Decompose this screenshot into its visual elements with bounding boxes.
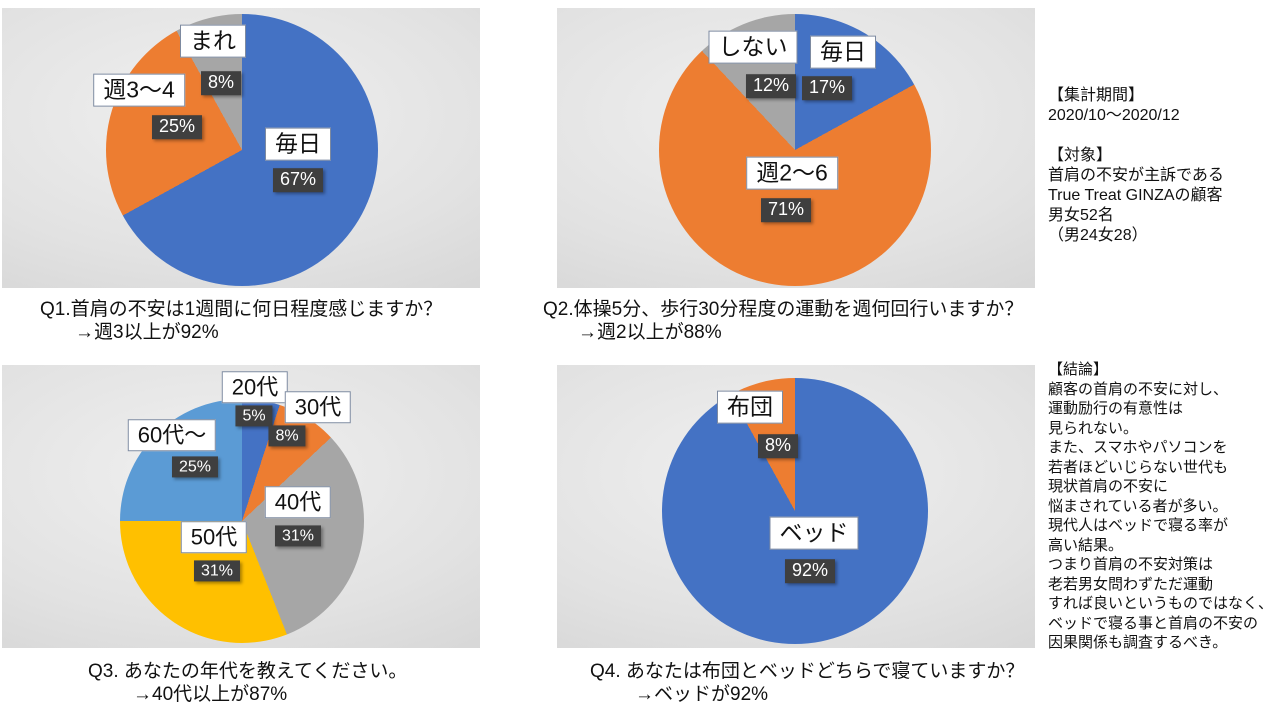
note-line: すれば良いというものではなく、	[1048, 595, 1274, 612]
pie-percent-label: 92%	[784, 559, 836, 583]
note-line: 悩まされている者が多い。	[1048, 497, 1228, 515]
chart-caption-q3: Q3. あなたの年代を教えてください。 →40代以上が87%	[88, 660, 407, 706]
note-line: 老若男女問わずただ運動	[1048, 575, 1214, 593]
note-line: 男女52名	[1048, 207, 1114, 224]
chart-caption-q1: Q1.首肩の不安は1週間に何日程度感じますか？ →週3以上が92%	[40, 298, 442, 344]
pie-category-label: 60代〜	[127, 419, 217, 451]
caption-answer-summary: →週2以上が88%	[578, 322, 722, 343]
note-line: True Treat GINZAの顧客	[1048, 187, 1223, 204]
caption-question: Q3. あなたの年代を教えてください。	[88, 661, 408, 682]
note-line: 若者ほどいじらない世代も	[1048, 458, 1229, 476]
chart-caption-q2: Q2.体操5分、歩行30分程度の運動を週何回行いますか？ →週2以上が88%	[543, 298, 1023, 344]
chart-caption-q4: Q4. あなたは布団とベッドどちらで寝ていますか？ →ベッドが92%	[590, 660, 1024, 706]
pie-percent-label: 8%	[200, 71, 242, 95]
pie-percent-label: 8%	[757, 434, 799, 458]
caption-answer-summary: →週3以上が92%	[75, 322, 219, 343]
note-line: 【対象】	[1048, 147, 1113, 164]
chart-panel-q3: 20代 5% 30代 8% 40代 31% 50代 31% 60代〜 25%	[2, 365, 480, 648]
note-line: 見られない。	[1048, 419, 1139, 437]
note-line: 高い結果。	[1048, 536, 1124, 554]
pie-percent-label: 8%	[268, 425, 306, 447]
chart-panel-q2: 毎日 17% 週2〜6 71% しない 12%	[557, 8, 1035, 288]
note-line: 2020/10～2020/12	[1048, 107, 1180, 124]
note-line: つまり首肩の不安対策は	[1048, 556, 1214, 573]
pie-percent-label: 17%	[801, 76, 853, 100]
pie-category-label: 40代	[264, 486, 332, 518]
note-line: ベッドで寝る事と首肩の不安の	[1048, 614, 1259, 632]
caption-answer-summary: →ベッドが92%	[635, 684, 769, 705]
note-conclusion: 【結論】顧客の首肩の不安に対し、 運動励行の有意性は 見られない。また、スマホやパソ…	[1048, 360, 1280, 653]
pie-percent-label: 25%	[171, 456, 219, 478]
pie-percent-label: 71%	[760, 198, 812, 222]
note-line: 顧客の首肩の不安に対し、	[1048, 380, 1229, 398]
pie-category-label: しない	[708, 30, 798, 64]
pie-category-label: まれ	[180, 24, 246, 58]
note-line: 現代人はベッドで寝る率が	[1048, 517, 1229, 534]
pie-chart-q1	[106, 14, 378, 286]
note-line: 【結論】	[1048, 361, 1109, 378]
note-line: 因果関係も調査するべき。	[1048, 634, 1228, 651]
note-line: 【集計期間】	[1048, 87, 1145, 104]
pie-chart-q4	[662, 378, 928, 644]
pie-percent-label: 5%	[235, 405, 273, 427]
note-line: また、スマホやパソコンを	[1048, 439, 1228, 456]
note-line: 運動励行の有意性は	[1048, 400, 1184, 417]
pie-category-label: 週3〜4	[93, 73, 185, 107]
pie-percent-label: 25%	[151, 115, 203, 139]
pie-category-label: 布団	[717, 390, 783, 424]
pie-category-label: 30代	[284, 391, 352, 423]
pie-category-label: 毎日	[265, 127, 331, 161]
pie-category-label: 週2〜6	[746, 156, 838, 190]
note-line: 首肩の不安が主訴である	[1048, 167, 1224, 184]
pie-category-label: ベッド	[769, 516, 859, 550]
chart-panel-q1: 毎日 67% 週3〜4 25% まれ 8%	[2, 8, 480, 288]
chart-panel-q4: ベッド 92% 布団 8%	[557, 365, 1035, 648]
pie-percent-label: 31%	[274, 525, 322, 547]
pie-category-label: 20代	[221, 371, 289, 403]
note-line: （男24女28）	[1048, 227, 1148, 244]
caption-question: Q1.首肩の不安は1週間に何日程度感じますか？	[40, 299, 443, 320]
pie-category-label: 50代	[180, 521, 248, 553]
note-survey-period-target: 【集計期間】 2020/10～2020/12 【対象】首肩の不安が主訴である Tru…	[1048, 86, 1280, 246]
pie-category-label: 毎日	[810, 35, 876, 69]
pie-percent-label: 67%	[272, 168, 324, 192]
note-line: 現状首肩の不安に	[1048, 478, 1169, 495]
caption-question: Q2.体操5分、歩行30分程度の運動を週何回行いますか？	[543, 299, 1024, 320]
pie-percent-label: 12%	[745, 74, 797, 98]
caption-question: Q4. あなたは布団とベッドどちらで寝ていますか？	[590, 661, 1025, 682]
note-line	[1048, 126, 1280, 146]
pie-percent-label: 31%	[193, 560, 241, 582]
caption-answer-summary: →40代以上が87%	[133, 684, 288, 705]
